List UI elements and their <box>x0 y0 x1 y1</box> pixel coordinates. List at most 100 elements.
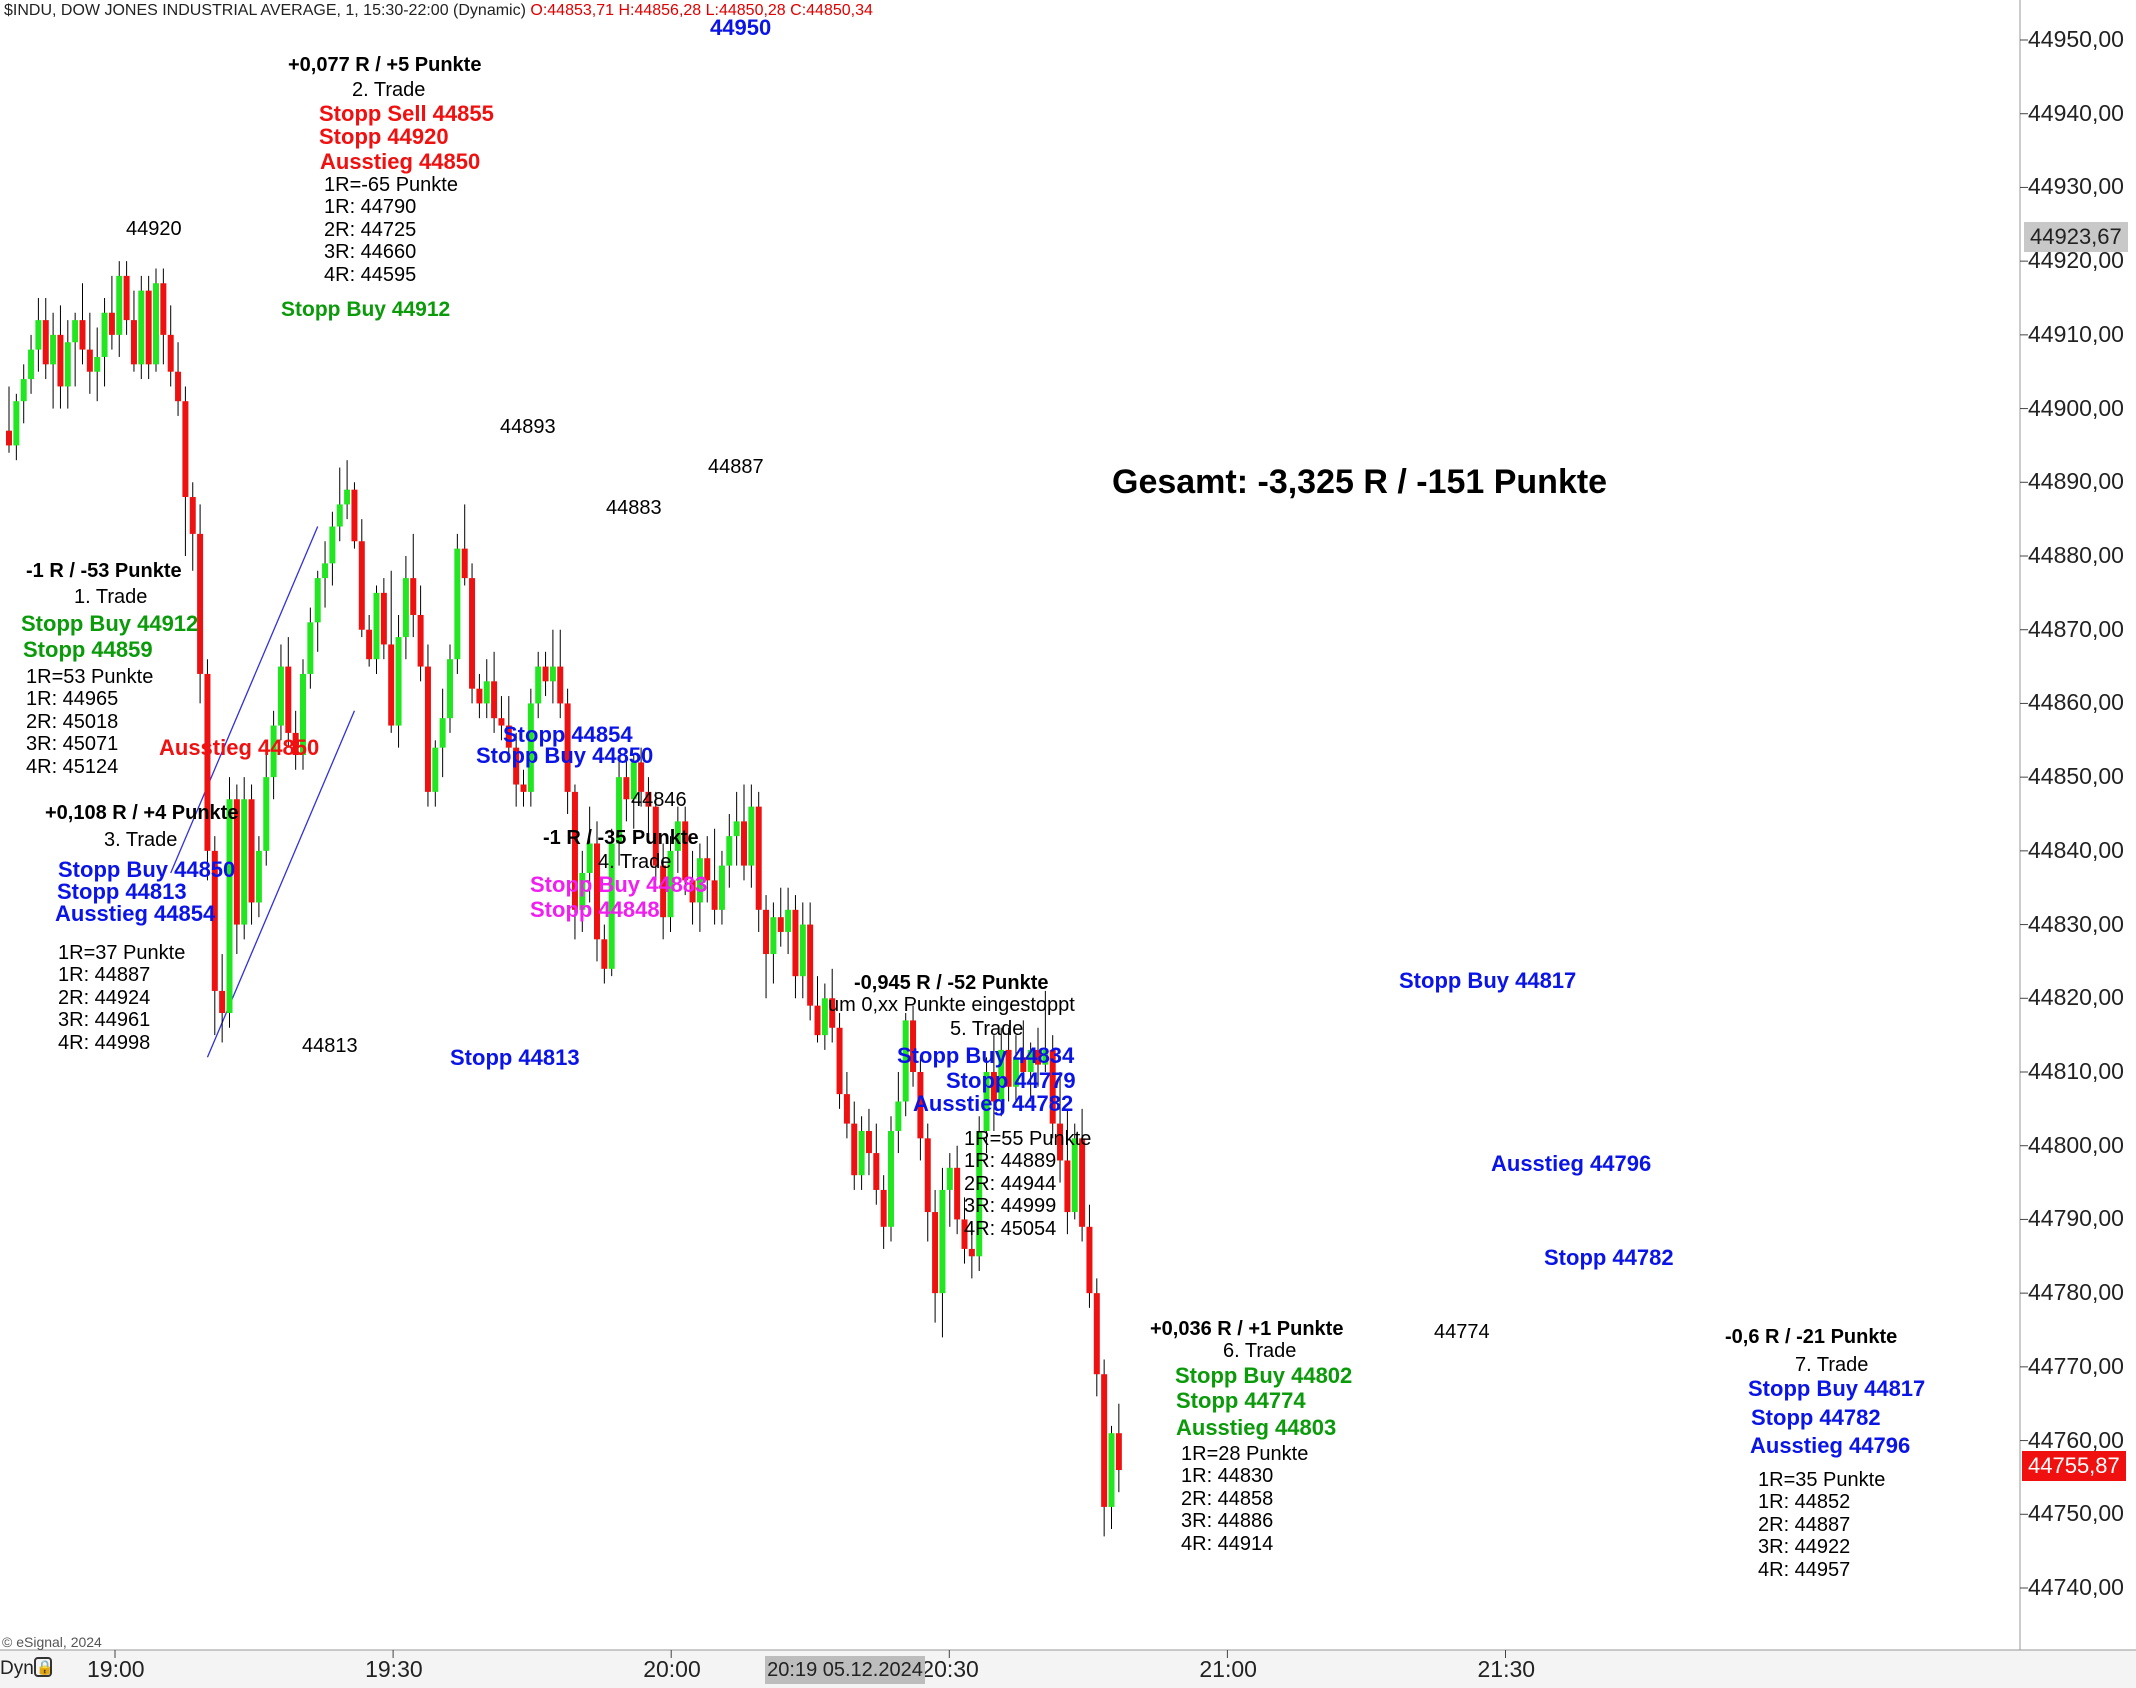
candle-body <box>358 541 365 630</box>
candle-body <box>741 821 747 866</box>
trade-annotation: Stopp Buy 44802 <box>1175 1363 1353 1389</box>
trade-annotation: Ausstieg 44782 <box>913 1091 1074 1117</box>
candle-body <box>748 806 755 866</box>
candle-body <box>13 401 20 446</box>
candle-body <box>961 1219 968 1249</box>
candle-body <box>476 688 483 704</box>
candle-body <box>461 548 468 579</box>
price-tick-label: 44860,00 <box>2028 689 2124 716</box>
candle-body <box>388 644 395 726</box>
crosshair-date-box: 20:19 05.12.2024 <box>765 1656 925 1684</box>
trade-annotation: Stopp 44774 <box>1176 1388 1306 1414</box>
candle-body <box>233 799 240 925</box>
trade-annotation: Stopp Buy 44834 <box>897 1043 1075 1069</box>
candle-body <box>1049 1049 1056 1124</box>
candle-body <box>189 497 196 534</box>
candle-body <box>380 592 387 645</box>
candle-body <box>513 747 520 785</box>
trade-annotation: 44887 <box>708 456 764 478</box>
candle-body <box>1027 1049 1034 1072</box>
candle-body <box>505 725 512 748</box>
trade-annotation: Ausstieg 44796 <box>1750 1433 1911 1459</box>
trade-annotation: 44920 <box>126 218 182 240</box>
candle-body <box>395 637 402 726</box>
trade-annotation: 1R=-65 Punkte 1R: 44790 2R: 44725 3R: 44… <box>324 174 458 286</box>
candle-body <box>1012 1057 1019 1087</box>
candle-body <box>175 371 182 402</box>
last-price-tag: 44755,87 <box>2022 1451 2126 1481</box>
candle-body <box>1057 1123 1064 1161</box>
candle-body <box>307 622 314 674</box>
candle-body <box>197 533 204 674</box>
candle-body <box>138 290 145 365</box>
trade-annotation: -1 R / -35 Punkte <box>543 827 699 849</box>
candle-body <box>990 1072 997 1102</box>
price-tick-label: 44770,00 <box>2028 1352 2124 1379</box>
price-tick-label: 44750,00 <box>2028 1500 2124 1527</box>
price-tick-label: 44850,00 <box>2028 763 2124 790</box>
dyn-label[interactable]: Dyn <box>0 1658 34 1679</box>
candle-body <box>145 290 152 365</box>
candle-body <box>226 799 233 1014</box>
trade-annotation: 1R=37 Punkte 1R: 44887 2R: 44924 3R: 449… <box>58 942 186 1054</box>
candle-body <box>123 275 130 321</box>
candle-body <box>1079 1138 1086 1227</box>
candle-body <box>417 614 424 667</box>
price-tick-label: 44830,00 <box>2028 910 2124 937</box>
candle-body <box>954 1167 961 1220</box>
trade-annotation: Stopp 44782 <box>1544 1245 1674 1271</box>
trade-annotation: Stopp 44854 <box>503 722 633 748</box>
price-tick-label: 44820,00 <box>2028 984 2124 1011</box>
candle-body <box>594 843 600 940</box>
candle-body <box>601 939 608 969</box>
candle-body <box>924 1138 931 1213</box>
candle-body <box>718 865 725 910</box>
time-tick-label: 21:00 <box>1199 1656 1257 1682</box>
candle-body <box>799 924 806 977</box>
candle-body <box>968 1248 975 1257</box>
candle-body <box>682 821 689 881</box>
candle-body <box>285 666 292 733</box>
price-tick-label: 44930,00 <box>2028 173 2124 200</box>
trade-annotation: +0,036 R / +1 Punkte <box>1150 1318 1344 1340</box>
time-axis-strip <box>0 1650 2136 1688</box>
time-tick-label: 20:30 <box>921 1656 979 1682</box>
trade-annotation: Stopp Buy 44912 <box>21 611 199 637</box>
candle-body <box>983 1072 990 1131</box>
trade-annotation: Stopp 44920 <box>319 124 449 150</box>
trade-annotation: Stopp 44813 <box>57 879 187 905</box>
candle-body <box>733 821 740 837</box>
trade-annotation: Stopp 44859 <box>23 637 153 663</box>
candle-body <box>777 917 784 932</box>
candle-body <box>667 850 674 918</box>
candle-body <box>20 379 27 402</box>
candle-body <box>241 799 248 925</box>
price-tick-label: 44910,00 <box>2028 320 2124 347</box>
candle-body <box>263 777 270 851</box>
candle-body <box>520 784 527 792</box>
candle-body <box>895 1101 902 1131</box>
candle-body <box>469 578 476 689</box>
trade-annotation: -0,6 R / -21 Punkte <box>1725 1326 1898 1348</box>
candle-body <box>1115 1433 1122 1471</box>
price-tick-label: 44950,00 <box>2028 26 2124 52</box>
candle-body <box>322 563 329 579</box>
candle-body <box>858 1130 865 1176</box>
candle-body <box>94 356 101 372</box>
candle-body <box>1042 1049 1049 1065</box>
lock-icon[interactable]: 🔒 <box>34 1657 54 1677</box>
candle-body <box>64 342 71 387</box>
candle-body <box>292 732 299 756</box>
candle-body <box>535 666 542 704</box>
candle-body <box>1071 1138 1078 1213</box>
candle-body <box>880 1189 887 1227</box>
candle-body <box>674 821 681 851</box>
trade-annotation: Stopp Buy 44850 <box>476 743 654 769</box>
candle-body <box>814 1005 821 1036</box>
candle-body <box>917 1072 924 1139</box>
candle-body <box>130 320 137 365</box>
trade-annotation: 1R=35 Punkte 1R: 44852 2R: 44887 3R: 449… <box>1758 1469 1886 1581</box>
candle-body <box>939 1189 946 1294</box>
